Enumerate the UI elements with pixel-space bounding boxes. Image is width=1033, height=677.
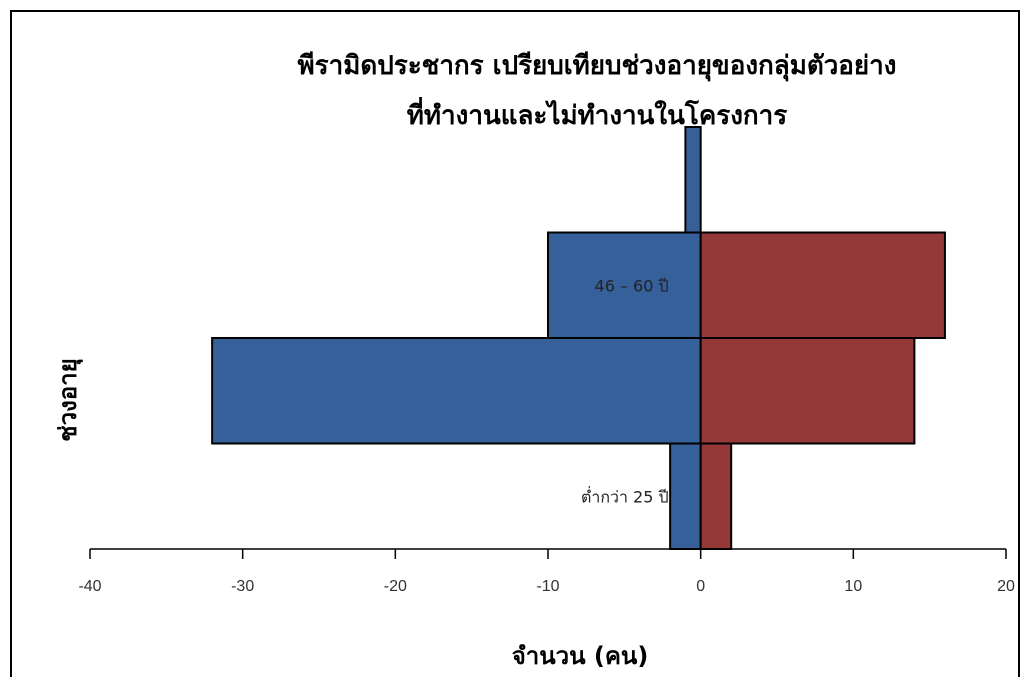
bar-series1-cat2 bbox=[547, 231, 702, 339]
bar-series2-cat2 bbox=[699, 231, 946, 339]
x-tick-label: -20 bbox=[384, 578, 407, 595]
x-axis-title: จำนวน (คน) bbox=[512, 642, 649, 670]
bar-series2-cat1 bbox=[699, 337, 916, 445]
x-tick-label: 10 bbox=[844, 578, 862, 595]
x-tick-label: -10 bbox=[536, 578, 559, 595]
bar-series1-cat1 bbox=[211, 337, 702, 445]
x-tick-label: 20 bbox=[997, 578, 1015, 595]
x-axis: -40 -30 -20 -10 0 10 20 bbox=[78, 548, 1015, 595]
chart-title-line-1: พีรามิดประชากร เปรียบเทียบช่วงอายุของกลุ… bbox=[298, 51, 897, 82]
bars-group: ต่ำกว่า 25 ปี 46 – 60 ปี bbox=[211, 126, 946, 550]
x-tick-label: -30 bbox=[231, 578, 254, 595]
chart-title-line-2: ที่ทำงานและไม่ทำงานในโครงการ bbox=[407, 96, 787, 131]
bar-label-1: 46 – 60 ปี bbox=[595, 276, 669, 295]
bar-series1-cat0 bbox=[669, 442, 702, 550]
bar-series2-cat0 bbox=[699, 442, 733, 550]
bar-series1-cat3 bbox=[684, 126, 702, 234]
x-tick-label: 0 bbox=[696, 578, 705, 595]
y-axis-title: ช่วงอายุ bbox=[54, 358, 84, 441]
bar-label-0: ต่ำกว่า 25 ปี bbox=[581, 485, 669, 506]
x-tick-label: -40 bbox=[78, 578, 101, 595]
